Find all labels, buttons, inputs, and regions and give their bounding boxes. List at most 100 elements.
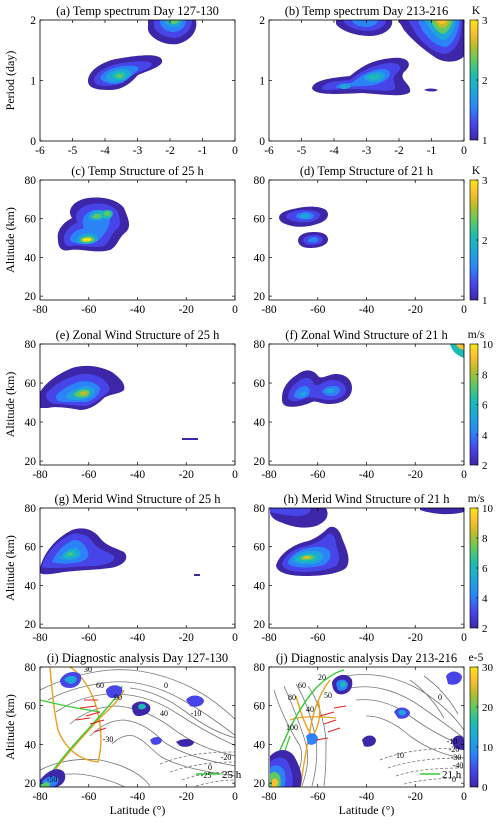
x-tick-label: -5 (68, 145, 78, 157)
y-tick-label: 20 (25, 456, 37, 468)
y-tick-label: 60 (254, 542, 266, 554)
x-tick-label: -20 (408, 632, 424, 644)
colorbar-tick-label: 1 (482, 135, 488, 147)
contour-label: -20 (449, 745, 460, 754)
colorbar-unit: m/s (468, 329, 485, 341)
panel-f-title: (f) Zonal Wind Structure of 21 h (285, 328, 448, 342)
colorbar-tick-label: 2 (482, 623, 488, 635)
colorbar-1: K 1 2 3 (469, 5, 488, 147)
colorbar-tick-label: 10 (482, 339, 494, 351)
panel-a-title: (a) Temp spectrum Day 127-130 (56, 4, 219, 18)
contour-label: 100 (286, 723, 298, 732)
x-tick-label: -80 (32, 304, 48, 316)
x-tick-label: -40 (359, 304, 375, 316)
y-tick-label: 80 (25, 339, 37, 351)
colorbar-tick-label: 4 (482, 430, 488, 442)
x-tick-label: -20 (179, 304, 195, 316)
y-tick-label: 80 (25, 662, 37, 674)
panel-d-title: (d) Temp Structure of 21 h (300, 164, 434, 178)
colorbar-4: m/s 2 4 6 8 10 (468, 493, 494, 635)
y-tick-label: 60 (254, 214, 266, 226)
y-tick-label: 80 (254, 339, 266, 351)
panel-d-contours (279, 206, 328, 248)
x-tick-label: -60 (81, 469, 97, 481)
contour-label: -10 (191, 709, 202, 718)
y-tick-label: 1 (30, 76, 36, 88)
x-tick-label: -4 (329, 145, 339, 157)
colorbar-tick-label: 0 (482, 782, 488, 794)
x-tick-label: -80 (32, 632, 48, 644)
colorbar-tick-label: 2 (482, 460, 488, 472)
y-tick-label: 60 (25, 214, 37, 226)
panel-g-axes: (g) Merid Wind Structure of 25 h -80 -60 -4… (3, 492, 238, 644)
x-tick-label: -80 (261, 469, 277, 481)
panel-j-axes: (j) Diagnostic analysis Day 213-216 -80 -6… (254, 651, 468, 817)
contour-label: -25 (201, 771, 212, 780)
panel-j-title: (j) Diagnostic analysis Day 213-216 (276, 651, 457, 665)
y-tick-label: 1 (259, 76, 265, 88)
contour-label: 50 (324, 691, 332, 700)
y-tick-label: 80 (254, 503, 266, 515)
colorbar-gradient (469, 666, 479, 788)
y-tick-label: 80 (254, 662, 266, 674)
x-tick-label: -20 (179, 469, 195, 481)
panel-i-title: (i) Diagnostic analysis Day 127-130 (47, 651, 228, 665)
colorbar-tick-label: 6 (482, 563, 488, 575)
contour-label: 0 (164, 681, 168, 690)
x-tick-label: -40 (130, 469, 146, 481)
x-tick-label: 0 (232, 632, 238, 644)
panel-f-contours (282, 344, 464, 407)
contour-label: 90 (114, 693, 122, 702)
y-tick-label: 20 (25, 619, 37, 631)
colorbar-unit: K (472, 165, 481, 177)
x-tick-label: -60 (310, 469, 326, 481)
x-tick-label: 0 (461, 469, 467, 481)
panel-i-contours (40, 667, 235, 787)
x-tick-label: 0 (232, 469, 238, 481)
panel-h-axes: (h) Merid Wind Structure of 21 h -80 -60 -4… (254, 492, 468, 644)
axes-layer: (a) Temp spectrum Day 127-130 -6 -5 -4 -3 -2 -… (3, 4, 467, 817)
y-tick-label: 40 (254, 580, 266, 592)
x-tick-label: 0 (461, 632, 467, 644)
panel-b-title: (b) Temp spectrum Day 213-216 (285, 4, 448, 18)
contour-label: 40 (160, 709, 168, 718)
y-tick-label: 60 (25, 701, 37, 713)
x-tick-label: -6 (35, 145, 45, 157)
colorbar-tick-label: 1 (482, 295, 488, 307)
y-axis-label: Altitude (km) (3, 694, 17, 760)
colorbar-tick-label: 2 (482, 75, 488, 87)
x-tick-label: -40 (130, 632, 146, 644)
contour-label: 0 (208, 763, 212, 772)
y-tick-label: 40 (25, 580, 37, 592)
panel-a-axes: (a) Temp spectrum Day 127-130 -6 -5 -4 -3 -2 -… (3, 4, 238, 157)
contour-label: 10 (396, 751, 404, 760)
colorbar-tick-label: 4 (482, 593, 488, 605)
panel-c-title: (c) Temp Structure of 25 h (71, 164, 204, 178)
y-tick-label: 80 (25, 503, 37, 515)
y-tick-label: 80 (254, 175, 266, 187)
panel-j-contours (270, 669, 464, 787)
y-tick-label: 60 (254, 701, 266, 713)
x-tick-label: -60 (81, 791, 97, 803)
colorbar-tick-label: 3 (482, 175, 488, 187)
x-tick-label: -60 (310, 791, 326, 803)
panel-g-contours (40, 528, 200, 576)
panel-i-axes: (i) Diagnostic analysis Day 127-130 -80 -6… (3, 651, 238, 817)
x-tick-label: -4 (100, 145, 110, 157)
y-tick-label: 40 (254, 417, 266, 429)
colorbar-tick-label: 10 (482, 503, 494, 515)
x-tick-label: -60 (81, 304, 97, 316)
contour-label: 40 (306, 705, 314, 714)
x-tick-label: -40 (130, 304, 146, 316)
y-tick-label: 20 (254, 619, 266, 631)
colorbar-tick-label: 10 (482, 742, 494, 754)
y-tick-label: 40 (254, 739, 266, 751)
x-tick-label: -40 (130, 791, 146, 803)
x-tick-label: -2 (394, 145, 404, 157)
y-tick-label: 40 (25, 417, 37, 429)
colorbar-tick-label: 2 (482, 235, 488, 247)
x-tick-label: -3 (133, 145, 143, 157)
x-tick-label: -5 (297, 145, 307, 157)
